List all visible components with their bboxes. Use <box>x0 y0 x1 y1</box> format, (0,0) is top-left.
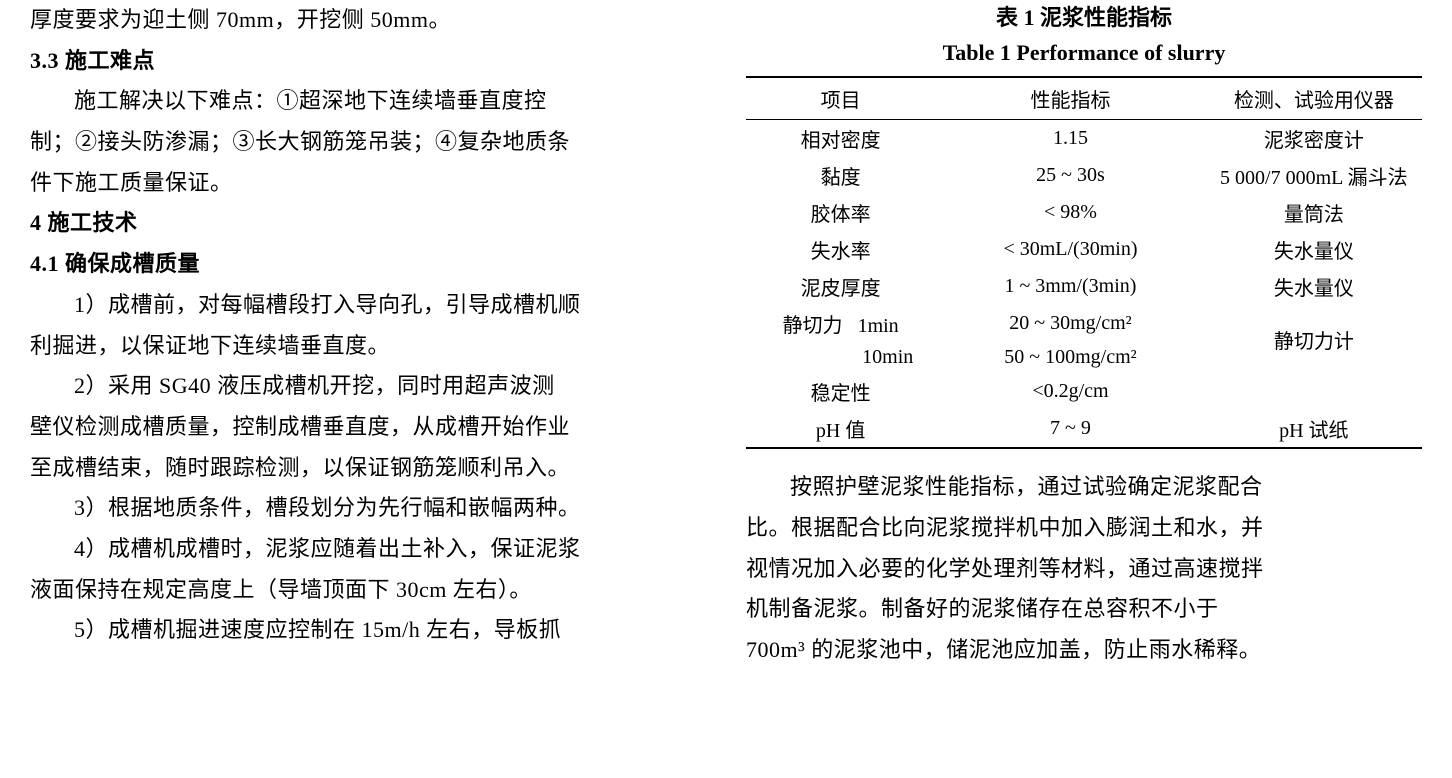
table-cell: 1 ~ 3mm/(3min) <box>935 268 1205 305</box>
table-cell: 失水量仪 <box>1206 268 1422 305</box>
table-row: 泥皮厚度 1 ~ 3mm/(3min) 失水量仪 <box>746 268 1422 305</box>
body-paragraph: 比。根据配合比向泥浆搅拌机中加入膨润土和水，并 <box>746 508 1422 549</box>
table-row: pH 值 7 ~ 9 pH 试纸 <box>746 410 1422 448</box>
bullet-1: 利掘进，以保证地下连续墙垂直度。 <box>30 326 706 367</box>
body-line: 件下施工质量保证。 <box>30 163 706 204</box>
table-cell: 量筒法 <box>1206 194 1422 231</box>
table-cell: 静切力计 <box>1206 305 1422 373</box>
body-paragraph: 机制备泥浆。制备好的泥浆储存在总容积不小于 <box>746 589 1422 630</box>
table-cell: 泥皮厚度 <box>746 268 935 305</box>
table-cell: 50 ~ 100mg/cm² <box>935 342 1205 373</box>
slurry-table: 项目 性能指标 检测、试验用仪器 相对密度 1.15 泥浆密度计 黏度 25 ~… <box>746 76 1422 449</box>
table-cell: 7 ~ 9 <box>935 410 1205 448</box>
table-cell: 失水量仪 <box>1206 231 1422 268</box>
bullet-1: 1）成槽前，对每幅槽段打入导向孔，引导成槽机顺 <box>30 285 706 326</box>
bullet-2: 至成槽结束，随时跟踪检测，以保证钢筋笼顺利吊入。 <box>30 448 706 489</box>
table-cell: 稳定性 <box>746 373 935 410</box>
table-cell: 失水率 <box>746 231 935 268</box>
table-cell: 5 000/7 000mL 漏斗法 <box>1206 157 1422 194</box>
table-cell <box>1206 373 1422 410</box>
table-row: 静切力 1min 20 ~ 30mg/cm² 静切力计 <box>746 305 1422 342</box>
table-cell: 静切力 1min <box>746 305 935 342</box>
table-row: 胶体率 < 98% 量筒法 <box>746 194 1422 231</box>
bullet-4: 液面保持在规定高度上（导墙顶面下 30cm 左右）。 <box>30 570 706 611</box>
body-line: 施工解决以下难点：①超深地下连续墙垂直度控 <box>30 81 706 122</box>
table-cell: < 98% <box>935 194 1205 231</box>
shear-time-1: 1min <box>858 315 899 337</box>
table-cell: 10min <box>746 342 935 373</box>
table-header: 项目 <box>746 77 935 120</box>
right-column: 表 1 泥浆性能指标 Table 1 Performance of slurry… <box>726 0 1442 778</box>
table-cell: 相对密度 <box>746 120 935 158</box>
bullet-3: 3）根据地质条件，槽段划分为先行幅和嵌幅两种。 <box>30 488 706 529</box>
table-row: 稳定性 <0.2g/cm <box>746 373 1422 410</box>
table-cell: 泥浆密度计 <box>1206 120 1422 158</box>
table-header-row: 项目 性能指标 检测、试验用仪器 <box>746 77 1422 120</box>
table-cell: 20 ~ 30mg/cm² <box>935 305 1205 342</box>
table-row: 失水率 < 30mL/(30min) 失水量仪 <box>746 231 1422 268</box>
shear-label: 静切力 <box>783 315 843 337</box>
table-cell: <0.2g/cm <box>935 373 1205 410</box>
table-cell: 胶体率 <box>746 194 935 231</box>
bullet-2: 壁仪检测成槽质量，控制成槽垂直度，从成槽开始作业 <box>30 407 706 448</box>
table-cell: 黏度 <box>746 157 935 194</box>
table-cell: 25 ~ 30s <box>935 157 1205 194</box>
body-line: 厚度要求为迎土侧 70mm，开挖侧 50mm。 <box>30 0 706 41</box>
table-title-cn: 表 1 泥浆性能指标 <box>746 0 1422 35</box>
heading-3-3: 3.3 施工难点 <box>30 41 706 82</box>
bullet-4: 4）成槽机成槽时，泥浆应随着出土补入，保证泥浆 <box>30 529 706 570</box>
left-column: 厚度要求为迎土侧 70mm，开挖侧 50mm。 3.3 施工难点 施工解决以下难… <box>10 0 726 778</box>
table-title-en: Table 1 Performance of slurry <box>746 35 1422 70</box>
table-cell: < 30mL/(30min) <box>935 231 1205 268</box>
body-paragraph: 700m³ 的泥浆池中，储泥池应加盖，防止雨水稀释。 <box>746 630 1422 671</box>
table-cell: pH 试纸 <box>1206 410 1422 448</box>
heading-4-1: 4.1 确保成槽质量 <box>30 244 706 285</box>
heading-4: 4 施工技术 <box>30 203 706 244</box>
table-row: 黏度 25 ~ 30s 5 000/7 000mL 漏斗法 <box>746 157 1422 194</box>
body-paragraph: 按照护壁泥浆性能指标，通过试验确定泥浆配合 <box>746 467 1422 508</box>
table-cell: pH 值 <box>746 410 935 448</box>
table-header: 检测、试验用仪器 <box>1206 77 1422 120</box>
bullet-5: 5）成槽机掘进速度应控制在 15m/h 左右，导板抓 <box>30 610 706 651</box>
table-cell: 1.15 <box>935 120 1205 158</box>
body-line: 制；②接头防渗漏；③长大钢筋笼吊装；④复杂地质条 <box>30 122 706 163</box>
bullet-2: 2）采用 SG40 液压成槽机开挖，同时用超声波测 <box>30 366 706 407</box>
table-header: 性能指标 <box>935 77 1205 120</box>
table-row: 相对密度 1.15 泥浆密度计 <box>746 120 1422 158</box>
body-paragraph: 视情况加入必要的化学处理剂等材料，通过高速搅拌 <box>746 549 1422 590</box>
